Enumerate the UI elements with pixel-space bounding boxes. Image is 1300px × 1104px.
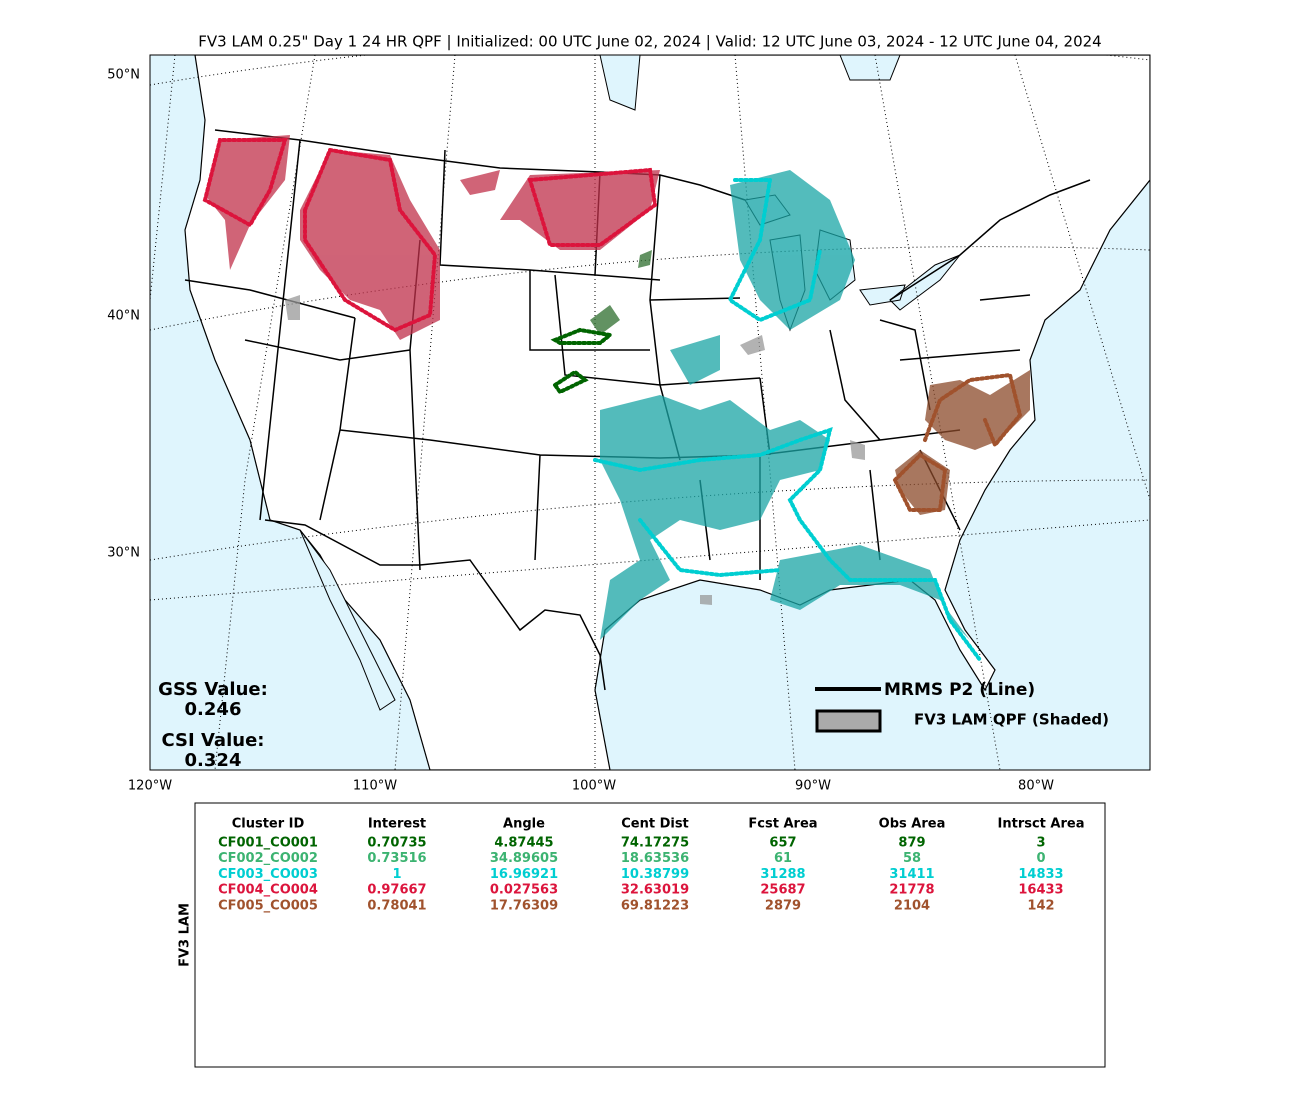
table-cell: 18.63536 [621,851,689,866]
csi-value: 0.324 [185,750,242,771]
table-cell: 4.87445 [494,836,553,851]
legend-shaded [815,709,882,733]
table-header: Fcst Area [748,817,817,832]
lat-labels: 50°N 40°N 30°N [107,68,140,561]
legend-shaded-label: FV3 LAM QPF (Shaded) [914,711,1109,729]
legend-line-label: MRMS P2 (Line) [884,680,1035,700]
table-cell: 142 [1027,898,1054,913]
lat-label: 30°N [107,546,140,561]
table-cell: 14833 [1018,867,1063,882]
table-cell: 0.70735 [367,836,426,851]
table-cell: 17.76309 [490,898,558,913]
table-cell: 34.89605 [490,851,558,866]
table-header: Obs Area [879,817,946,832]
lon-label: 100°W [572,779,616,794]
map: GSS Value: 0.246 CSI Value: 0.324 MRMS P… [150,55,1150,771]
table-header: Cent Dist [621,817,689,832]
table-cell: 0.78041 [367,898,426,913]
lon-label: 110°W [353,779,397,794]
table-cell: 657 [769,836,796,851]
gulf-of-california [299,529,396,711]
qpf-brown [895,370,1030,515]
mrms-brown [892,372,1023,512]
qpf-green [590,250,652,335]
table-cell: 2104 [894,898,930,913]
mrms-crimson [202,138,658,333]
map-frame [149,54,1151,771]
lon-labels: 120°W 110°W 100°W 90°W 80°W [128,779,1054,794]
table-header: Intrsct Area [998,817,1085,832]
table-cell: 25687 [760,883,805,898]
table-cell: 1 [392,867,401,882]
title: FV3 LAM 0.25" Day 1 24 HR QPF | Initiali… [198,33,1101,51]
mrms-outlines [202,138,1023,662]
gss-label: GSS Value: [158,679,268,700]
table-header: Cluster ID [232,817,305,832]
lat-label: 50°N [107,68,140,83]
us-mexico-border [264,519,606,691]
table-cell: 879 [898,836,925,851]
table-cell: 31288 [760,867,805,882]
lon-label: 90°W [795,779,831,794]
table-cell: CF005_CO005 [218,898,318,913]
table-cell: CF004_CO004 [218,883,318,898]
table-cell: 0 [1036,851,1045,866]
table-cell: CF001_CO001 [218,836,318,851]
gss-value: 0.246 [185,699,242,720]
table-cell: 21778 [889,883,934,898]
mrms-teal [593,178,982,662]
lon-label: 120°W [128,779,172,794]
qpf-crimson [205,135,660,340]
table-cell: 31411 [889,867,934,882]
table-header: Interest [368,817,426,832]
table-cell: 0.73516 [367,851,426,866]
table-cell: CF002_CO002 [218,851,318,866]
lon-label: 80°W [1018,779,1054,794]
table-cell: 16.96921 [490,867,558,882]
table-header: Angle [503,817,545,832]
table-cell: 3 [1036,836,1045,851]
us-canada-border [214,129,1091,301]
table-cell: CF003_CO003 [218,867,318,882]
table-cell: 32.63019 [621,883,689,898]
table-cell: 58 [903,851,921,866]
stats-table: Cluster ID Interest Angle Cent Dist Fcst Are… [218,817,1084,914]
northern-lakes [599,55,901,111]
csi-label: CSI Value: [162,730,265,751]
mrms-green [550,327,615,395]
table-cell: 0.027563 [490,883,558,898]
qpf-teal [600,170,990,660]
table-cell: 74.17275 [621,836,689,851]
table-cell: 16433 [1018,883,1063,898]
lat-label: 40°N [107,309,140,324]
table-cell: 69.81223 [621,898,689,913]
table-cell: 2879 [765,898,801,913]
table-cell: 0.97667 [367,883,426,898]
table-side-label: FV3 LAM [178,903,193,967]
table-frame [194,802,1106,1068]
table-cell: 61 [774,851,792,866]
qpf-clusters [205,135,1030,660]
table-cell: 10.38799 [621,867,689,882]
